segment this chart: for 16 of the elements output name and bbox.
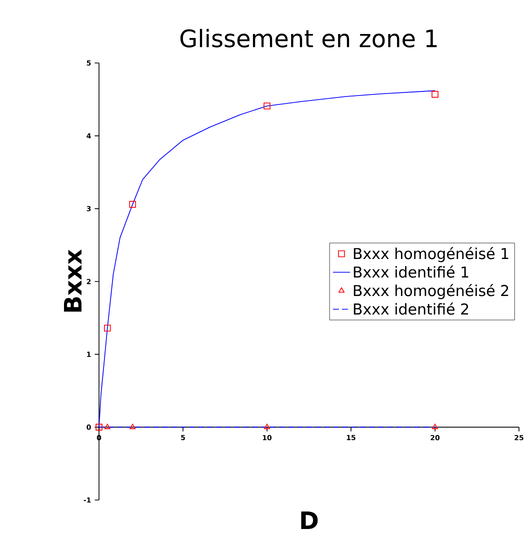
point — [96, 424, 102, 431]
legend-label: Bxxx homogénéisé 2 — [354, 284, 508, 300]
y-axis-title: Bxxx — [64, 250, 82, 312]
point — [432, 90, 438, 98]
point — [432, 424, 438, 430]
legend-label: Bxxx identifié 1 — [354, 266, 468, 278]
point — [129, 200, 136, 208]
point — [264, 424, 270, 430]
point — [104, 424, 110, 430]
point — [264, 102, 270, 110]
legend-label: Bxxx homogénéisé 1 — [354, 247, 508, 262]
point — [104, 324, 111, 332]
point — [130, 424, 136, 430]
x-axis-title: D — [301, 512, 318, 530]
legend-label: Bxxx identifié 2 — [354, 302, 468, 315]
chart-title: Glissement en zone 1 — [180, 28, 437, 48]
